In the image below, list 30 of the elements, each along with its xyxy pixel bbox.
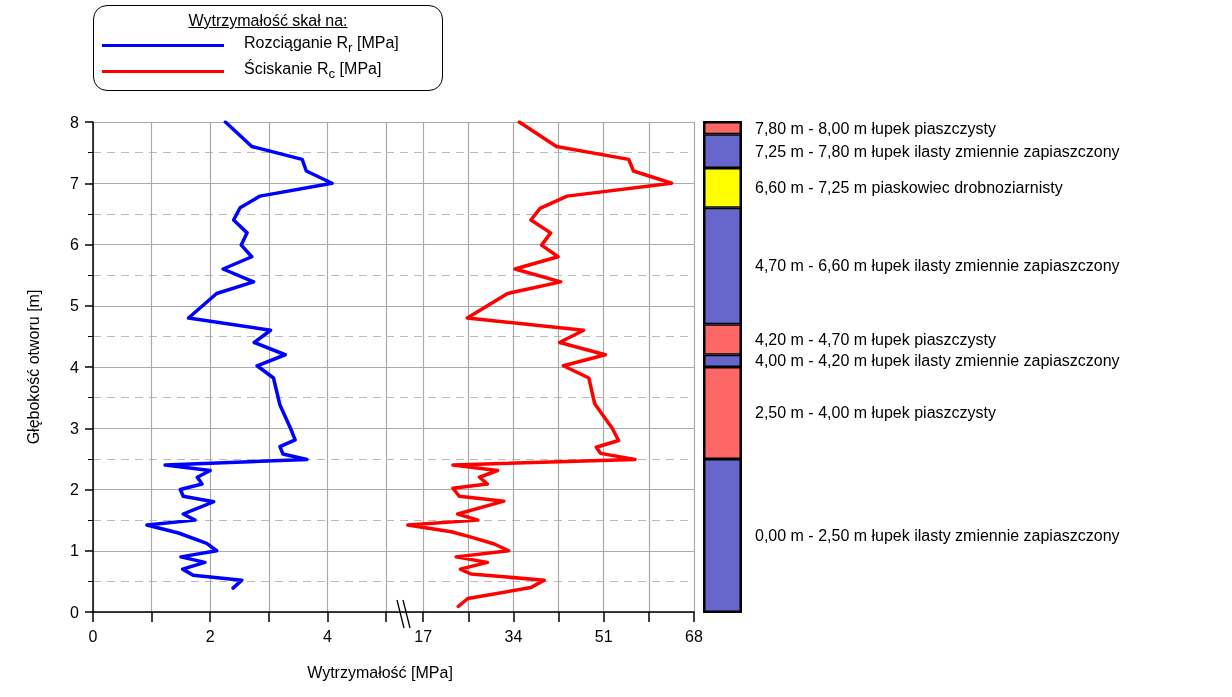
y-tick-label: 5 — [70, 297, 80, 315]
series-label: 2,50 m - 4,00 m łupek piaszczysty — [755, 404, 996, 422]
y-tick-label: 0 — [70, 603, 80, 621]
series-label: 7,80 m - 8,00 m łupek piaszczysty — [755, 119, 996, 137]
x-tick-label: 0 — [88, 627, 98, 645]
y-tick-label: 6 — [70, 236, 80, 253]
series-label: 4,70 m - 6,60 m łupek ilasty zmiennie zapiaszczony — [755, 257, 1120, 275]
series-label: 7,25 m - 7,80 m łupek ilasty zmiennie zapiaszczony — [755, 142, 1120, 160]
y-tick-label: 8 — [70, 113, 80, 131]
x-axis-title: Wytrzymałość [MPa] — [307, 663, 453, 681]
x-tick-label: 34 — [504, 627, 523, 645]
series-label: 4,20 m - 4,70 m łupek piaszczysty — [755, 330, 996, 348]
y-tick-label: 2 — [70, 481, 80, 498]
text: Ściskanie R$_{c}$ [MPa] — [244, 60, 382, 82]
legend-title: Wytrzymałość skał na: — [187, 12, 349, 30]
x-tick-label: 2 — [205, 627, 215, 645]
x-tick-label: 68 — [685, 627, 703, 645]
x-tick-label: 4 — [322, 627, 332, 645]
y-tick-label: 1 — [70, 542, 80, 560]
series-label: 0,00 m - 2,50 m łupek ilasty zmiennie zapiaszczony — [755, 526, 1120, 544]
y-tick-label: 7 — [70, 174, 80, 192]
x-tick-label: 51 — [594, 627, 613, 645]
y-tick-label: 4 — [70, 358, 80, 376]
line-series — [145, 120, 334, 590]
series-label: 6,60 m - 7,25 m piaskowiec drobnoziarnisty — [755, 179, 1063, 197]
y-axis-title: Głębokość otworu [m] — [24, 289, 42, 445]
text: Rozciąganie R$_{r}$ [MPa] — [244, 34, 399, 56]
x-tick-label: 17 — [414, 627, 433, 645]
y-tick-label: 3 — [70, 419, 80, 437]
series-label: 4,00 m - 4,20 m łupek ilasty zmiennie zapiaszczony — [755, 352, 1120, 370]
